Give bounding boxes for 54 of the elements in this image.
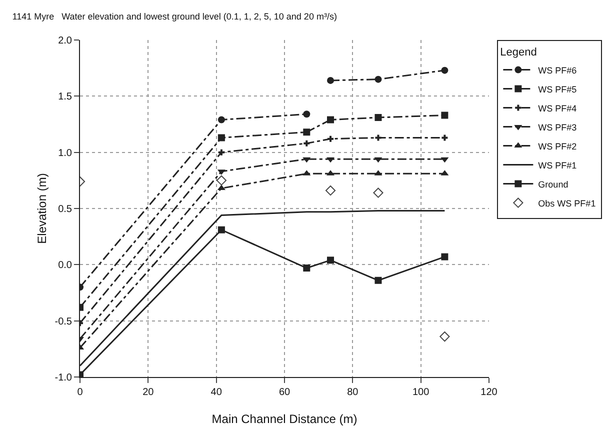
point	[440, 332, 450, 342]
y-tick-label: 2.0	[58, 36, 72, 46]
y-tick-label: 1.5	[58, 92, 72, 103]
y-tick-label: -0.5	[54, 316, 72, 328]
y-tick-label: 1.0	[58, 148, 72, 159]
point	[327, 76, 334, 84]
x-tick-label: 0	[77, 387, 84, 398]
point	[374, 76, 382, 83]
point	[218, 149, 224, 156]
point	[218, 134, 225, 142]
legend-title: Legend	[500, 46, 537, 58]
point	[441, 253, 448, 260]
point	[302, 157, 311, 163]
point	[374, 157, 382, 163]
point	[327, 116, 334, 124]
x-tick-label: 120	[480, 387, 498, 398]
legend-label: WS PF#1	[538, 160, 577, 170]
x-tick-label: 100	[412, 387, 430, 398]
point	[374, 114, 382, 122]
point	[303, 110, 310, 118]
point	[441, 66, 448, 74]
point	[327, 256, 334, 264]
x-tick-label: 20	[142, 387, 154, 398]
point	[216, 175, 226, 186]
point	[304, 140, 310, 146]
point	[325, 185, 336, 196]
x-axis-title: Main Channel Distance (m)	[212, 412, 358, 426]
y-tick-label: 0.5	[58, 204, 72, 215]
point	[217, 184, 226, 190]
y-tick-label: 0.0	[58, 260, 72, 272]
point	[440, 157, 449, 163]
legend-label: WS PF#5	[538, 84, 577, 94]
point	[375, 134, 382, 141]
point	[374, 276, 382, 284]
point	[303, 264, 310, 272]
point	[441, 112, 448, 119]
x-tick-label: 80	[347, 387, 359, 398]
legend-label: WS PF#3	[538, 122, 577, 132]
legend-label: WS PF#2	[538, 141, 577, 152]
legend-label: Obs WS PF#1	[538, 198, 596, 208]
point	[373, 188, 384, 198]
legend-label: Ground	[538, 179, 568, 190]
x-tick-label: 60	[278, 387, 290, 398]
point	[303, 128, 310, 136]
legend-label: WS PF#6	[538, 65, 577, 76]
chart-title: 1141 Myre Water elevation and lowest ground level (0.1, 1, 2, 5, 10 and 20 m³/s)	[12, 12, 337, 22]
point	[218, 116, 225, 124]
legend-label: WS PF#4	[538, 103, 577, 114]
point	[218, 226, 225, 234]
x-tick-label: 40	[210, 387, 222, 398]
y-tick-label: -1.0	[54, 372, 72, 384]
point	[328, 136, 334, 142]
point	[442, 134, 448, 141]
y-axis-title: Elevation (m)	[35, 173, 49, 244]
